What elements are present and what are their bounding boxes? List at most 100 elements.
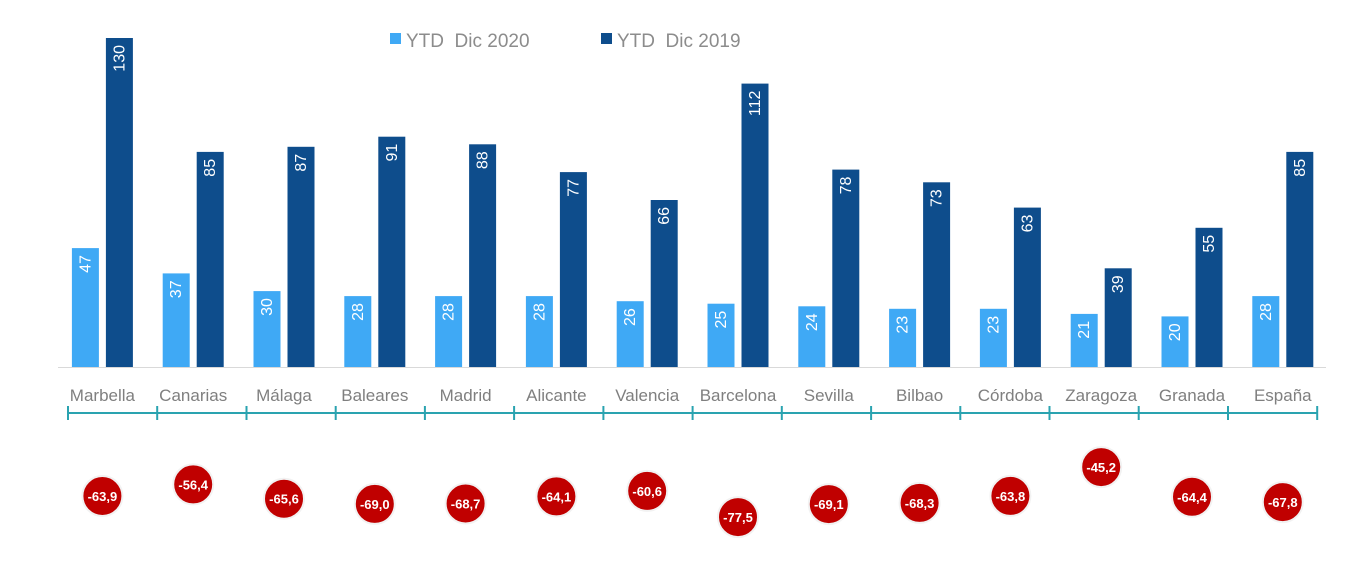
category-label: Málaga xyxy=(256,386,312,405)
change-marker-4 xyxy=(444,482,487,525)
bar-value-label: 85 xyxy=(1292,159,1309,177)
bar-2019-11 xyxy=(1104,268,1132,367)
legend-swatch-2020 xyxy=(390,33,401,44)
bar-2019-9 xyxy=(923,182,951,367)
bar-2020-8 xyxy=(798,306,826,367)
bar-value-label: 25 xyxy=(713,311,730,329)
bar-2019-12 xyxy=(1195,227,1223,367)
category-label: Baleares xyxy=(341,386,408,405)
bar-value-label: 55 xyxy=(1201,235,1218,253)
change-label: -68,7 xyxy=(451,497,481,512)
change-marker-2 xyxy=(263,477,305,520)
change-label: -77,5 xyxy=(723,510,753,525)
bar-value-label: 23 xyxy=(895,316,912,334)
change-markers-group: -63,9 -56,4 -65,6 -69,0 -68,7 -64,1 -60,6 -77,5… xyxy=(81,446,1304,539)
bar-value-label: 20 xyxy=(1167,323,1184,341)
change-label: -69,0 xyxy=(360,497,390,512)
change-label: -65,6 xyxy=(269,492,299,507)
bar-value-label: 28 xyxy=(1258,303,1275,321)
category-label: Zaragoza xyxy=(1065,386,1137,405)
category-label: Sevilla xyxy=(804,386,855,405)
category-label: Bilbao xyxy=(896,386,943,405)
bar-2020-2 xyxy=(253,291,281,367)
bar-2020-5 xyxy=(525,296,553,367)
change-label: -64,1 xyxy=(542,489,572,504)
category-label: Granada xyxy=(1159,386,1226,405)
change-marker-6 xyxy=(626,469,669,512)
category-label: Alicante xyxy=(526,386,586,405)
change-marker-7 xyxy=(717,496,759,539)
category-label: Valencia xyxy=(615,386,679,405)
change-marker-8 xyxy=(807,483,850,526)
legend-label-2019: YTD Dic 2019 xyxy=(617,31,741,52)
change-marker-12 xyxy=(1171,475,1213,518)
legend-label-2020: YTD Dic 2020 xyxy=(406,31,530,52)
bar-value-label: 63 xyxy=(1019,214,1036,232)
bar-2020-3 xyxy=(344,296,372,367)
bar-value-label: 37 xyxy=(168,280,185,298)
bar-value-label: 66 xyxy=(656,207,673,225)
change-label: -45,2 xyxy=(1086,460,1116,475)
bar-2020-6 xyxy=(616,301,644,367)
bars-group: 47 130 37 85 30 87 28 91 28 88 28 77 26 66 25 112 24 78 23… xyxy=(71,38,1314,367)
bar-2019-0 xyxy=(105,38,133,367)
bar-value-label: 23 xyxy=(985,316,1002,334)
bar-value-label: 112 xyxy=(747,91,764,117)
bar-2020-11 xyxy=(1070,313,1098,367)
bar-2020-1 xyxy=(162,273,190,367)
change-label: -63,9 xyxy=(88,489,118,504)
category-label: Canarias xyxy=(159,386,227,405)
change-marker-5 xyxy=(535,475,578,518)
legend: YTD Dic 2020 YTD Dic 2019 xyxy=(390,31,741,52)
category-label: Madrid xyxy=(440,386,492,405)
bar-2019-10 xyxy=(1013,207,1041,367)
bar-value-label: 73 xyxy=(929,189,946,207)
bar-value-label: 77 xyxy=(565,179,582,197)
change-label: -67,8 xyxy=(1268,495,1298,510)
bar-2019-13 xyxy=(1286,151,1314,367)
bar-value-label: 47 xyxy=(77,255,94,273)
bar-value-label: 39 xyxy=(1110,275,1127,293)
secondary-axis-group xyxy=(67,406,1319,420)
category-label: Marbella xyxy=(70,386,136,405)
bar-value-label: 24 xyxy=(804,313,821,331)
bar-value-label: 78 xyxy=(838,176,855,194)
bar-value-label: 28 xyxy=(441,303,458,321)
change-label: -69,1 xyxy=(814,497,844,512)
change-marker-9 xyxy=(898,481,941,524)
change-label: -68,3 xyxy=(905,496,935,511)
bar-value-label: 130 xyxy=(111,45,128,72)
change-label: -56,4 xyxy=(178,477,208,492)
bar-2019-8 xyxy=(832,169,860,367)
bar-value-label: 28 xyxy=(350,303,367,321)
change-marker-10 xyxy=(989,474,1032,517)
bar-2020-9 xyxy=(889,308,917,367)
category-label: España xyxy=(1254,386,1312,405)
change-marker-3 xyxy=(353,482,396,525)
bar-2019-1 xyxy=(196,151,224,367)
bar-2019-4 xyxy=(469,144,497,367)
change-marker-13 xyxy=(1261,481,1304,524)
bar-2020-13 xyxy=(1252,296,1280,367)
bar-2019-7 xyxy=(741,83,769,367)
category-label: Barcelona xyxy=(700,386,777,405)
bar-2020-0 xyxy=(71,248,99,367)
bar-2020-10 xyxy=(979,308,1007,367)
legend-swatch-2019 xyxy=(601,33,612,44)
bar-2020-4 xyxy=(435,296,463,367)
bar-value-label: 91 xyxy=(384,144,401,162)
change-label: -63,8 xyxy=(996,489,1026,504)
bar-2019-3 xyxy=(378,136,406,367)
bar-2019-5 xyxy=(559,172,587,367)
change-marker-1 xyxy=(172,463,215,506)
bar-value-label: 30 xyxy=(259,298,276,316)
category-labels-group: Marbella Canarias Málaga Baleares Madrid Alic… xyxy=(70,386,1312,405)
bar-2020-12 xyxy=(1161,316,1189,367)
bar-2020-7 xyxy=(707,303,735,367)
change-marker-0 xyxy=(81,475,124,517)
bar-value-label: 28 xyxy=(531,303,548,321)
bar-value-label: 21 xyxy=(1076,321,1093,339)
bar-2019-6 xyxy=(650,200,678,367)
